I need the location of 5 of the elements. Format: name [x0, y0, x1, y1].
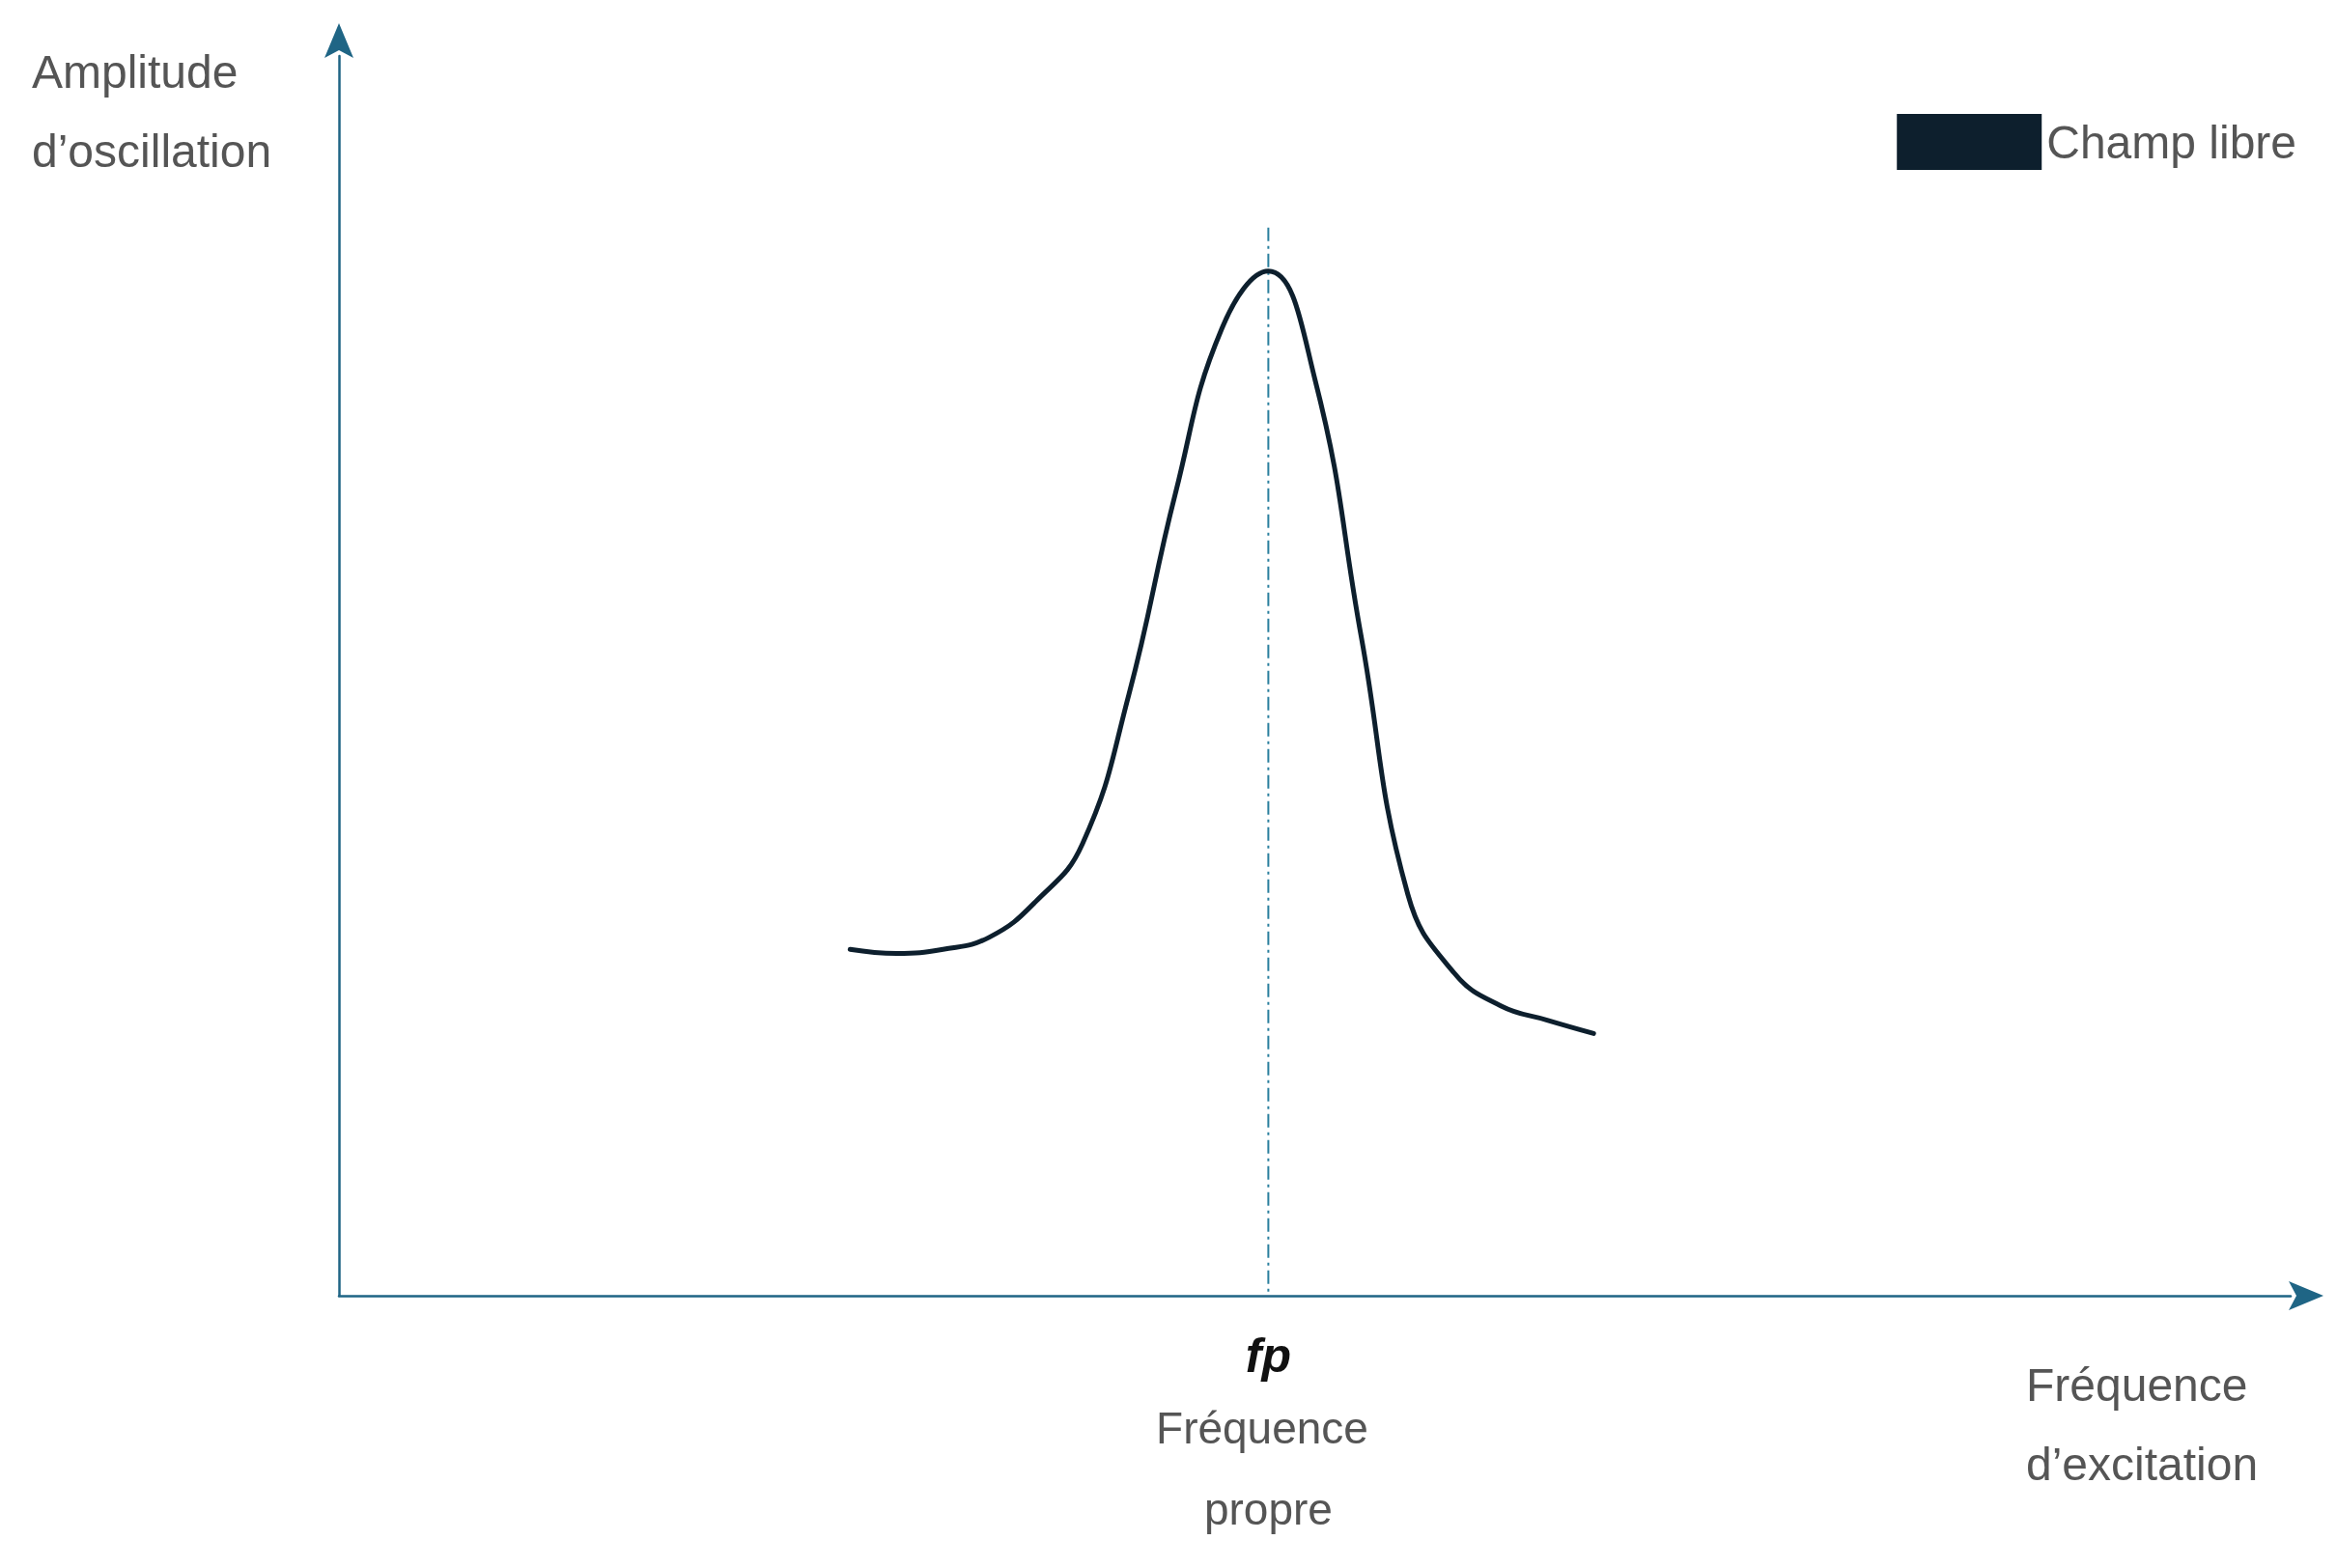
legend-label: Champ libre: [2046, 116, 2297, 168]
y-axis-title: Amplitude d’oscillation: [32, 45, 272, 177]
text: Fréquence propre: [1156, 1403, 1381, 1534]
text: fp: [1245, 1329, 1291, 1383]
x-axis-title: Fréquence d’excitation: [2026, 1358, 2261, 1490]
